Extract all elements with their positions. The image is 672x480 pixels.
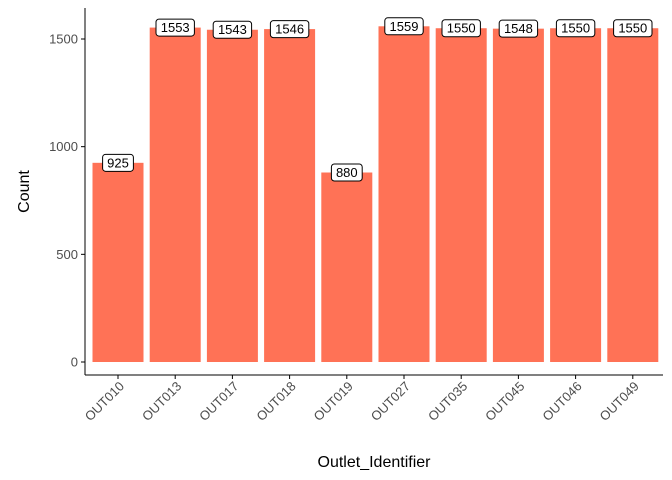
bar-out018 [264,29,316,363]
data-label-out035: 1550 [441,19,481,38]
bar-out049 [607,28,659,362]
data-label-box [102,153,134,172]
data-label-out010: 925 [102,153,134,172]
data-label-out013: 1553 [155,18,195,37]
x-tick-label-out017: OUT017 [196,379,241,424]
data-label-out027: 1559 [384,17,424,36]
y-tick-label-500: 500 [56,247,78,262]
data-label-box [498,19,539,38]
data-label-text: 1546 [275,22,304,37]
bar-out035 [435,28,487,362]
data-labels-group: 925 1553 1543 1546 880 1559 1550 1548 1550 1550 [102,17,653,182]
x-tick-label-out010: OUT010 [82,379,127,424]
x-axis-ticks: OUT010 OUT013 OUT017 OUT018 OUT019 OUT027 OUT0… [82,375,642,424]
y-tick-label-0: 0 [71,355,78,370]
x-tick-label-out018: OUT018 [253,379,298,424]
data-label-box [613,19,653,38]
x-tick-label-out019: OUT019 [311,379,356,424]
data-label-out017: 1543 [212,20,253,39]
data-label-box [384,17,424,36]
y-tick-label-1500: 1500 [49,32,78,47]
data-label-box [212,20,253,39]
data-label-text: 1550 [447,21,476,36]
data-label-text: 1559 [390,19,419,34]
data-label-box [155,18,195,37]
x-tick-label-out046: OUT046 [539,379,584,424]
data-label-text: 1543 [218,22,247,37]
x-tick-label-out049: OUT049 [597,379,642,424]
data-label-out049: 1550 [613,19,653,38]
x-axis-title: Outlet_Identifier [318,454,432,471]
bar-out010 [92,162,144,362]
data-label-box [330,163,363,182]
bar-out045 [492,28,544,362]
y-tick-label-1000: 1000 [49,139,78,154]
data-label-box [269,20,310,39]
data-label-out045: 1548 [498,19,539,38]
data-label-out046: 1550 [555,19,596,38]
bar-out019 [321,172,373,362]
data-label-text: 1548 [504,21,533,36]
bar-out046 [550,28,602,362]
data-label-out018: 1546 [269,20,310,39]
bar-out013 [149,27,201,362]
x-tick-label-out045: OUT045 [482,379,527,424]
data-label-text: 1550 [561,21,590,36]
data-label-text: 1550 [618,21,647,36]
bar-out027 [378,26,430,362]
x-tick-label-out027: OUT027 [368,379,413,424]
data-label-text: 880 [336,165,358,180]
data-label-out019: 880 [330,163,363,182]
bars-group [92,26,659,363]
x-tick-label-out035: OUT035 [425,379,470,424]
y-axis-ticks: 0 500 1000 1500 [49,32,85,370]
y-axis-title: Count [16,170,33,213]
data-label-text: 925 [107,155,129,170]
x-tick-label-out013: OUT013 [139,379,184,424]
data-label-box [441,19,481,38]
data-label-box [555,19,596,38]
data-label-text: 1553 [161,20,190,35]
bar-out017 [206,29,258,363]
